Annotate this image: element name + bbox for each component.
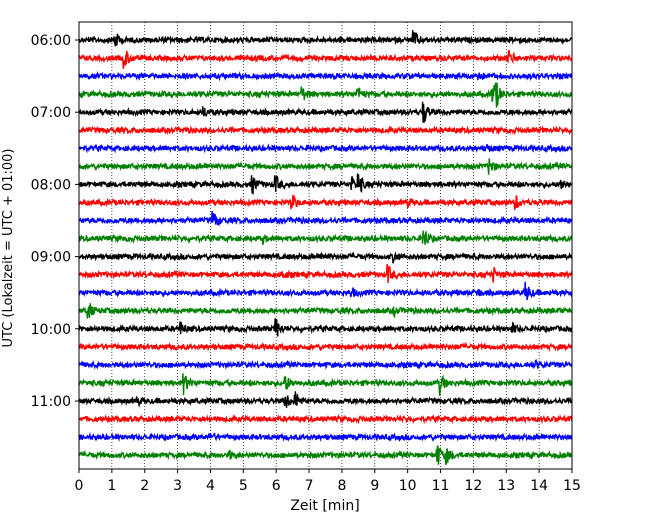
y-axis-label: UTC (Lokalzeit = UTC + 01:00) (1, 149, 16, 348)
trace-1100 (78, 391, 573, 409)
trace-0715 (78, 125, 573, 136)
y-tick-label: 11:00 (31, 394, 71, 410)
x-tick-label: 1 (107, 478, 116, 494)
plot-frame (78, 21, 573, 470)
x-tick-label: 8 (337, 478, 346, 494)
x-tick-label: 10 (399, 478, 417, 494)
trace-1015 (78, 341, 573, 352)
x-tick-label: 14 (530, 478, 548, 494)
x-tick-label: 5 (239, 478, 248, 494)
x-tick-label: 3 (173, 478, 182, 494)
x-tick-label: 0 (75, 478, 84, 494)
y-tick-label: 08:00 (31, 177, 71, 193)
y-axis: 06:00 07:00 08:00 09:00 10:00 11:00 (31, 33, 79, 410)
x-tick-label: 9 (370, 478, 379, 494)
trace-0700 (78, 101, 573, 123)
x-tick-label: 6 (272, 478, 281, 494)
trace-1030 (78, 358, 573, 370)
x-tick-label: 13 (497, 478, 515, 494)
trace-0630 (78, 70, 573, 82)
trace-0930 (78, 281, 573, 301)
x-tick-label: 11 (432, 478, 450, 494)
trace-1045 (78, 373, 573, 396)
trace-0730 (78, 143, 573, 154)
x-axis-label: Zeit [min] (290, 498, 359, 514)
trace-0800 (78, 173, 573, 195)
y-tick-label: 09:00 (31, 250, 71, 266)
trace-1000 (78, 318, 573, 337)
trace-1130 (78, 431, 573, 442)
plot-area (78, 21, 573, 470)
y-tick-label: 07:00 (31, 105, 71, 121)
trace-0830 (78, 210, 573, 227)
trace-0845 (78, 230, 573, 246)
trace-1145 (78, 445, 573, 466)
x-tick-label: 7 (305, 478, 314, 494)
x-tick-label: 2 (140, 478, 149, 494)
x-tick-label: 12 (464, 478, 482, 494)
trace-0900 (78, 251, 573, 264)
trace-1115 (78, 413, 573, 425)
trace-0600 (78, 30, 573, 47)
x-axis: 0 1 2 3 4 5 6 7 8 9 10 11 12 13 14 15 (75, 469, 581, 494)
trace-0915 (78, 264, 573, 283)
trace-0645 (78, 82, 573, 108)
trace-0745 (78, 158, 573, 175)
trace-0815 (78, 194, 573, 210)
y-tick-label: 10:00 (31, 322, 71, 338)
y-tick-label: 06:00 (31, 33, 71, 49)
x-tick-label: 15 (563, 478, 581, 494)
trace-0615 (78, 49, 573, 69)
x-tick-label: 4 (206, 478, 215, 494)
trace-0945 (78, 303, 573, 319)
